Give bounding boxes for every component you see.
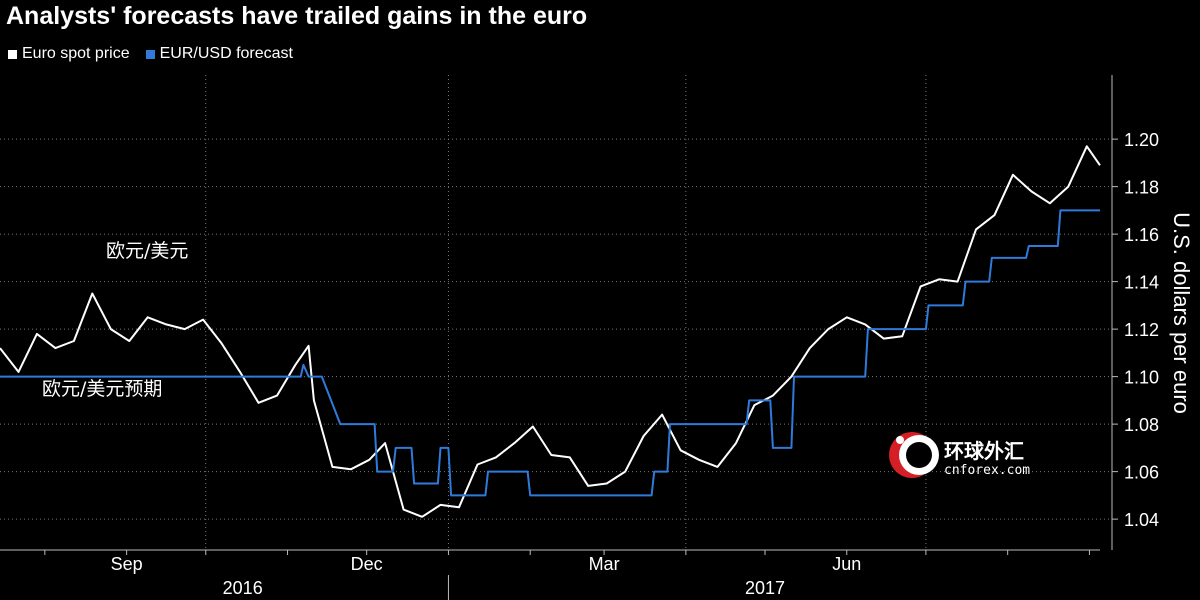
legend-item-forecast: EUR/USD forecast bbox=[145, 45, 293, 63]
annotation-spot-cn: 欧元/美元 bbox=[106, 240, 188, 262]
series-lines bbox=[0, 145, 1101, 518]
legend-swatch-forecast bbox=[145, 49, 155, 59]
y-tick-label: 1.18 bbox=[1124, 178, 1159, 198]
y-tick-label: 1.04 bbox=[1124, 510, 1159, 530]
y-tick-label: 1.06 bbox=[1124, 463, 1159, 483]
chart-title: Analysts' forecasts have trailed gains i… bbox=[6, 2, 588, 30]
x-year-label: 2017 bbox=[745, 578, 785, 598]
x-axis: Sep Dec Mar Jun 2016 2017 bbox=[0, 549, 1100, 600]
series-line-forecast bbox=[0, 209, 1100, 497]
y-axis-label: U.S. dollars per euro bbox=[1169, 212, 1194, 414]
y-tick-label: 1.20 bbox=[1124, 130, 1159, 150]
legend-swatch-spot bbox=[8, 49, 17, 59]
x-year-label: 2016 bbox=[223, 578, 263, 598]
watermark-site: cnforex.com bbox=[944, 463, 1030, 478]
legend-label-spot: Euro spot price bbox=[22, 45, 130, 62]
y-tick-label: 1.16 bbox=[1124, 225, 1159, 245]
y-tick-label: 1.10 bbox=[1124, 368, 1159, 388]
y-tick-label: 1.08 bbox=[1124, 415, 1159, 435]
x-tick-label: Sep bbox=[111, 554, 143, 574]
legend-item-spot: Euro spot price bbox=[8, 45, 130, 63]
x-tick-label: Mar bbox=[589, 554, 620, 574]
legend-label-forecast: EUR/USD forecast bbox=[159, 45, 293, 62]
x-tick-label: Jun bbox=[832, 554, 861, 574]
y-tick-label: 1.14 bbox=[1124, 273, 1159, 293]
gridlines bbox=[0, 75, 1112, 550]
watermark-cn: 环球外汇 bbox=[944, 439, 1024, 463]
y-tick-label: 1.12 bbox=[1124, 320, 1159, 340]
x-tick-label: Dec bbox=[351, 554, 383, 574]
legend: Euro spot price EUR/USD forecast bbox=[8, 45, 293, 63]
cnforex-logo-icon bbox=[889, 432, 939, 478]
annotation-forecast-cn: 欧元/美元预期 bbox=[42, 378, 162, 400]
watermark: 环球外汇 cnforex.com bbox=[889, 432, 1030, 478]
y-axis: 1.04 1.06 1.08 1.10 1.12 1.14 1.16 1.18 1.20 bbox=[1111, 75, 1159, 550]
series-line-spot bbox=[0, 145, 1101, 518]
